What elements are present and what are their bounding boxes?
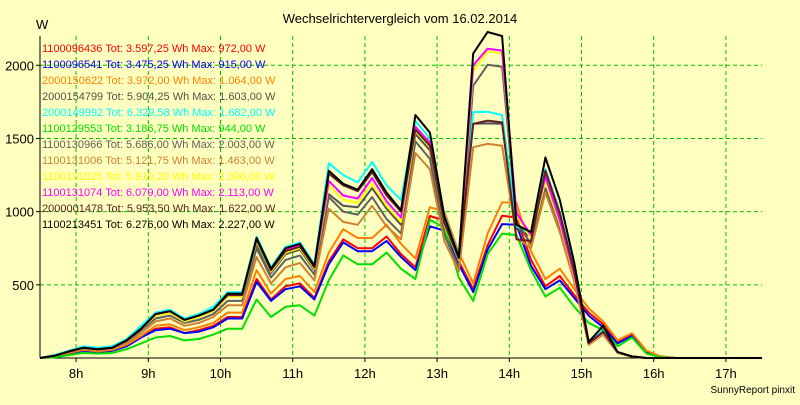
x-tick-label: 13h [426, 366, 448, 381]
footer-credit: SunnyReport pinxit [711, 385, 796, 396]
y-axis-ticks: 500 1000 1500 2000 [5, 58, 40, 293]
x-axis-ticks: 8h 9h 10h 11h 12h 13h 14h 15h 16h 17h [69, 358, 737, 381]
legend-entry-1100130966: 1100130966 Tot: 5.686,00 Wh Max: 2.003,0… [42, 139, 275, 151]
legend-entry-1100096436: 1100096436 Tot: 3.597,25 Wh Max: 972,00 … [42, 43, 266, 55]
series-line-2000150622 [39, 201, 762, 359]
y-tick-label: 1500 [5, 131, 34, 146]
series-line-1100129553 [39, 218, 762, 359]
grid [40, 36, 762, 358]
legend-entry-1100131025: 1100131025 Tot: 5.919,20 Wh Max: 2.096,0… [42, 171, 275, 183]
chart-title: Wechselrichtervergleich vom 16.02.2014 [283, 11, 518, 26]
legend-entry-2000001478: 2000001478 Tot: 5.953,50 Wh Max: 1.622,0… [42, 203, 276, 215]
x-tick-label: 12h [354, 366, 376, 381]
legend-entry-1100129553: 1100129553 Tot: 3.186,75 Wh Max: 944,00 … [42, 123, 266, 135]
x-tick-label: 10h [210, 366, 232, 381]
series-line-1100096541 [39, 223, 762, 359]
series-lines [39, 31, 762, 359]
x-tick-label: 14h [498, 366, 520, 381]
legend-entry-2000154799: 2000154799 Tot: 5.904,25 Wh Max: 1.603,0… [42, 91, 276, 103]
legend-entry-2000150622: 2000150622 Tot: 3.972,00 Wh Max: 1.064,0… [42, 75, 276, 87]
y-tick-label: 1000 [5, 205, 34, 220]
x-tick-label: 11h [282, 366, 303, 381]
x-tick-label: 8h [69, 366, 83, 381]
y-tick-label: 500 [12, 278, 34, 293]
legend-entry-1100096541: 1100096541 Tot: 3.475,25 Wh Max: 915,00 … [42, 59, 266, 71]
y-tick-label: 2000 [5, 58, 34, 73]
legend-entry-1100213451: 1100213451 Tot: 6.276,00 Wh Max: 2.227,0… [42, 219, 275, 231]
x-tick-label: 9h [141, 366, 155, 381]
y-axis-unit-label: W [36, 17, 49, 32]
x-tick-label: 16h [643, 366, 665, 381]
series-line-1100213451 [39, 31, 762, 359]
legend-entry-2000149992: 2000149992 Tot: 6.329,58 Wh Max: 1.682,0… [42, 107, 276, 119]
x-tick-label: 17h [715, 366, 737, 381]
legend: 1100096436 Tot: 3.597,25 Wh Max: 972,00 … [42, 43, 276, 231]
legend-entry-1100131006: 1100131006 Tot: 5.121,75 Wh Max: 1.463,0… [42, 155, 275, 167]
x-tick-label: 15h [571, 366, 593, 381]
legend-entry-1100131074: 1100131074 Tot: 6.079,00 Wh Max: 2.113,0… [42, 187, 274, 199]
